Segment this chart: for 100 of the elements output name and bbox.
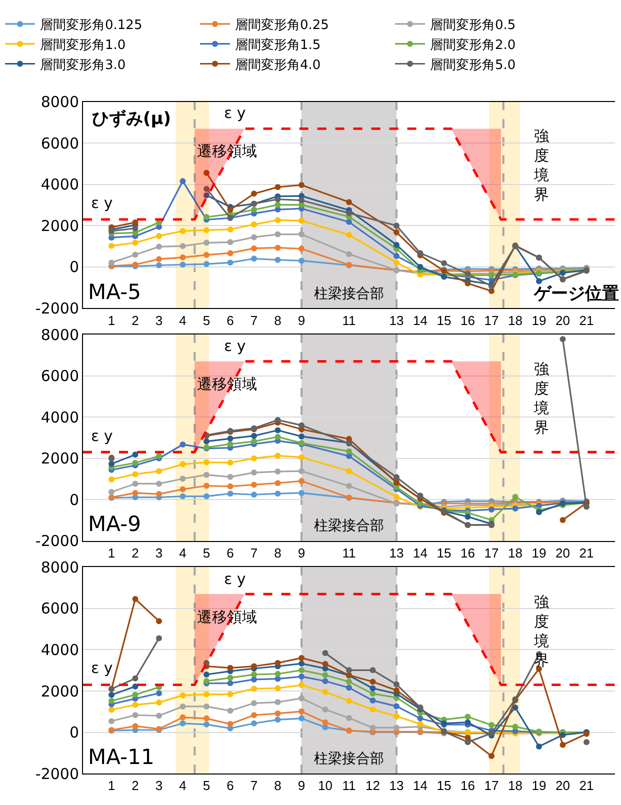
x-tick-label: 15 bbox=[436, 545, 452, 560]
annotation: ε y bbox=[224, 337, 246, 355]
annotation: ε y bbox=[224, 104, 246, 122]
x-tick-label: 17 bbox=[484, 545, 499, 560]
x-tick-label: 19 bbox=[532, 778, 546, 794]
x-tick-label: 13 bbox=[389, 778, 404, 794]
annotation: ε y bbox=[91, 659, 113, 677]
x-tick-label: 7 bbox=[250, 312, 258, 328]
x-tick-label: 4 bbox=[179, 545, 186, 560]
x-tick-label: 20 bbox=[556, 778, 570, 794]
x-tick-label: 16 bbox=[460, 312, 475, 328]
annotation: 遷移領域 bbox=[197, 375, 257, 393]
x-tick-label: 5 bbox=[202, 545, 210, 560]
legend-label: 層間変形角4.0 bbox=[235, 56, 321, 73]
legend-label: 層間変形角5.0 bbox=[430, 56, 516, 73]
text: MA-9 bbox=[88, 512, 141, 536]
x-tick-label: 2 bbox=[132, 545, 139, 560]
y-tick-label: 2000 bbox=[40, 682, 79, 700]
x-tick-label: 20 bbox=[556, 312, 570, 328]
x-tick-label: 1 bbox=[108, 778, 116, 794]
x-tick-label: 18 bbox=[508, 778, 522, 794]
x-tick-label: 13 bbox=[389, 312, 404, 328]
x-tick-label: 9 bbox=[298, 545, 306, 560]
x-tick-label: 2 bbox=[132, 312, 139, 328]
x-tick-label: 9 bbox=[298, 312, 306, 328]
y-tick-label: 6000 bbox=[40, 367, 79, 386]
x-tick-label: 3 bbox=[155, 545, 163, 560]
legend-label: 層間変形角0.25 bbox=[235, 17, 329, 34]
x-tick-label: 8 bbox=[274, 778, 282, 794]
x-tick-label: 14 bbox=[413, 778, 428, 794]
x-tick-label: 15 bbox=[436, 312, 452, 328]
annotation: ε y bbox=[224, 570, 246, 588]
x-tick-label: 11 bbox=[342, 545, 356, 560]
x-tick-label: 1 bbox=[108, 545, 116, 560]
annotation: 強度境界 bbox=[533, 593, 549, 670]
annotation: 強度境界 bbox=[533, 360, 549, 436]
x-tick-label: 13 bbox=[389, 545, 404, 560]
legend-label: 層間変形角2.0 bbox=[430, 36, 516, 53]
x-tick-label: 6 bbox=[226, 545, 234, 560]
text: MA-11 bbox=[88, 745, 154, 769]
x-tick-label: 3 bbox=[155, 778, 163, 794]
x-tick-label: 8 bbox=[274, 545, 282, 560]
x-tick-label: 17 bbox=[484, 312, 499, 328]
annotation: ε y bbox=[91, 427, 113, 445]
x-tick-label: 7 bbox=[250, 778, 258, 794]
x-tick-label: 4 bbox=[179, 312, 186, 328]
legend-label: 層間変形角0.5 bbox=[430, 17, 516, 34]
x-tick-label: 3 bbox=[155, 312, 163, 328]
x-tick-label: 21 bbox=[579, 778, 594, 794]
x-tick-label: 4 bbox=[179, 778, 186, 794]
annotation: 強度境界 bbox=[533, 127, 549, 204]
x-tick-label: 7 bbox=[250, 545, 258, 560]
x-tick-label: 11 bbox=[342, 312, 356, 328]
y-tick-label: 4000 bbox=[40, 176, 79, 194]
annotation: ε y bbox=[91, 194, 113, 212]
y-tick-label: 0 bbox=[69, 724, 79, 742]
x-axis-title: ゲージ位置 bbox=[533, 284, 619, 304]
x-tick-label: 8 bbox=[274, 312, 282, 328]
y-tick-label: 8000 bbox=[40, 558, 79, 576]
x-tick-label: 2 bbox=[132, 778, 139, 794]
x-tick-label: 21 bbox=[579, 545, 594, 560]
y-tick-label: -2000 bbox=[35, 532, 79, 550]
x-tick-label: 20 bbox=[556, 545, 570, 560]
annotation: 遷移領域 bbox=[197, 608, 257, 626]
y-tick-label: 0 bbox=[69, 490, 79, 509]
y-tick-label: 2000 bbox=[40, 450, 79, 468]
y-tick-label: 6000 bbox=[40, 600, 79, 618]
x-tick-label: 5 bbox=[202, 778, 210, 794]
annotation: 遷移領域 bbox=[197, 142, 257, 160]
y-tick-label: 4000 bbox=[40, 640, 79, 659]
annotation: 柱梁接合部 bbox=[314, 751, 384, 767]
y-tick-label: 6000 bbox=[40, 134, 79, 152]
annotation: 柱梁接合部 bbox=[314, 518, 384, 534]
x-tick-label: 5 bbox=[202, 312, 210, 328]
x-tick-label: 9 bbox=[298, 778, 306, 794]
x-tick-label: 1 bbox=[108, 312, 116, 328]
y-tick-label: 8000 bbox=[40, 93, 79, 112]
text: MA-5 bbox=[88, 280, 141, 304]
x-tick-label: 18 bbox=[508, 545, 522, 560]
x-tick-label: 19 bbox=[532, 545, 546, 560]
y-axis-title: ひずみ(μ) bbox=[92, 109, 172, 129]
y-tick-label: 8000 bbox=[40, 326, 79, 344]
x-tick-label: 10 bbox=[318, 778, 332, 794]
x-tick-label: 16 bbox=[460, 778, 475, 794]
legend-label: 層間変形角3.0 bbox=[40, 56, 126, 73]
legend-label: 層間変形角1.0 bbox=[40, 36, 126, 53]
x-tick-label: 15 bbox=[436, 778, 452, 794]
y-tick-label: -2000 bbox=[35, 299, 79, 318]
x-tick-label: 12 bbox=[366, 778, 380, 794]
x-tick-label: 17 bbox=[484, 778, 499, 794]
x-tick-label: 6 bbox=[226, 312, 234, 328]
x-tick-label: 11 bbox=[342, 778, 356, 794]
annotation: 柱梁接合部 bbox=[314, 286, 384, 302]
x-tick-label: 16 bbox=[460, 545, 475, 560]
legend-label: 層間変形角1.5 bbox=[235, 36, 321, 53]
y-tick-label: 0 bbox=[69, 258, 79, 276]
x-tick-label: 21 bbox=[579, 312, 594, 328]
y-tick-label: -2000 bbox=[35, 764, 79, 783]
x-tick-label: 18 bbox=[508, 312, 522, 328]
x-tick-label: 6 bbox=[226, 778, 234, 794]
